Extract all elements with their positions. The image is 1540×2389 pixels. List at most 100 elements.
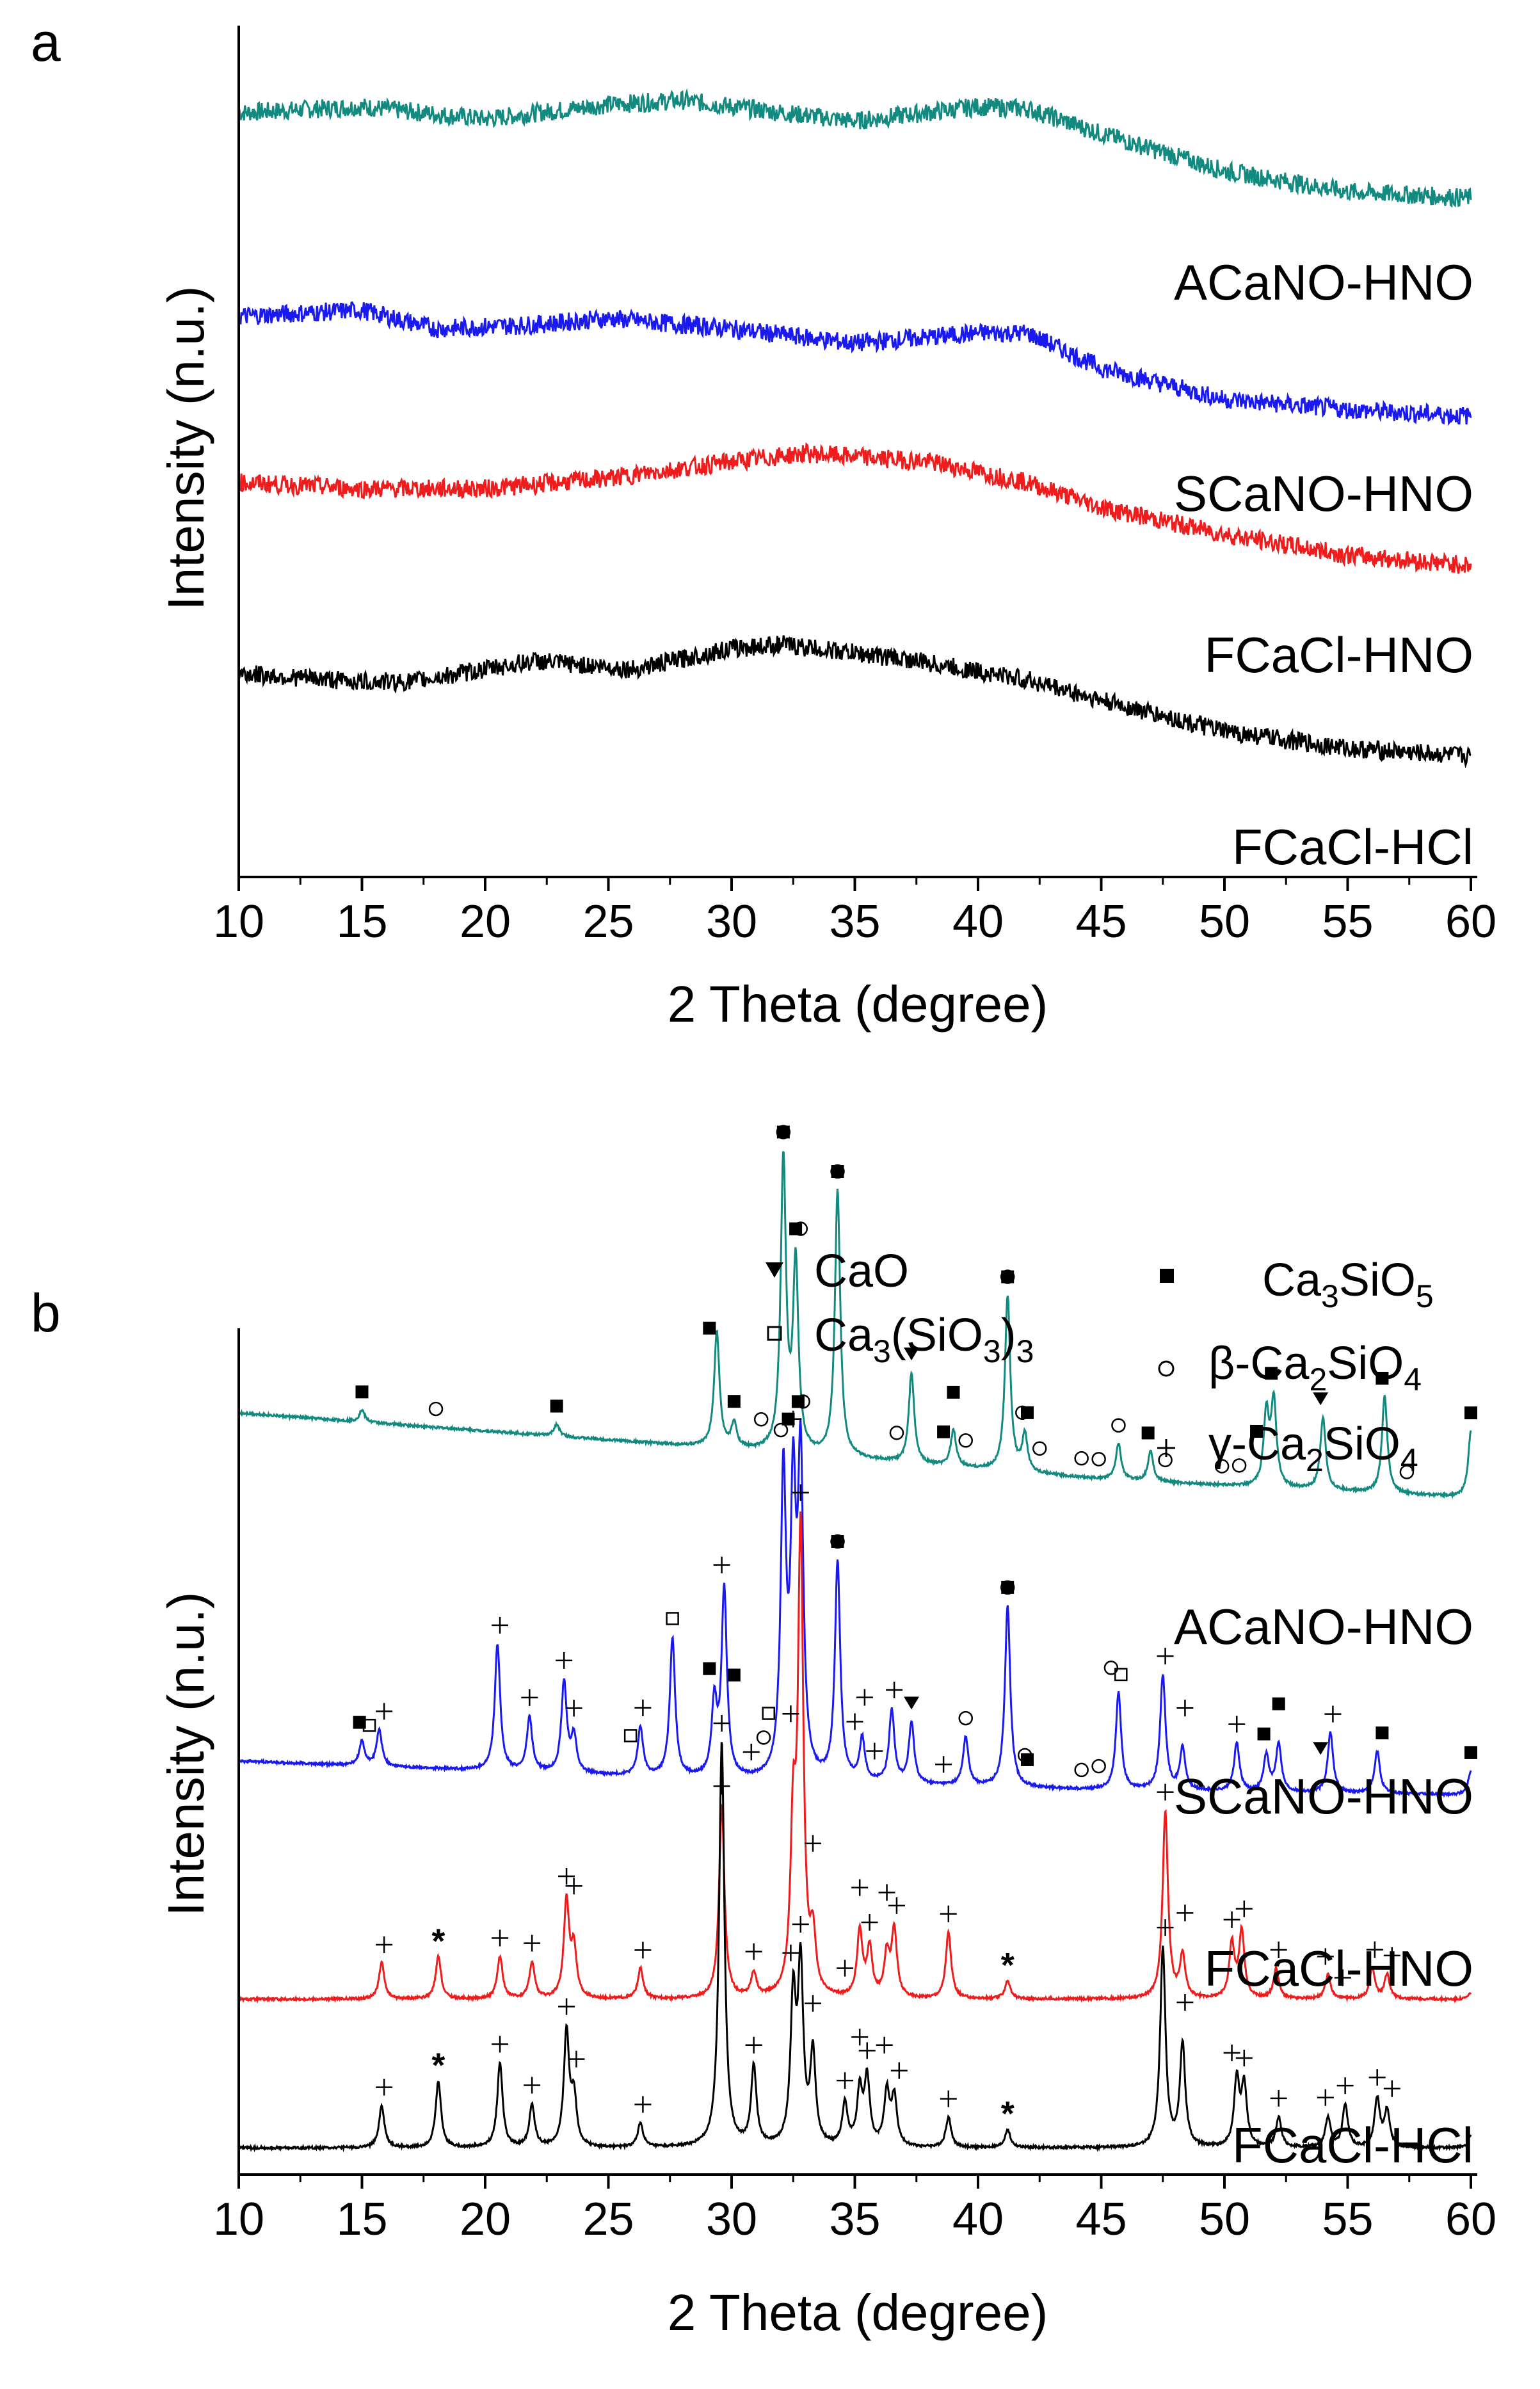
plus-marker xyxy=(568,2050,585,2068)
legend-item-gamma-ca2sio4: γ-Ca2SiO4 xyxy=(1157,1419,1418,1478)
filled-square-marker xyxy=(791,1395,805,1408)
filled-square-marker xyxy=(776,1125,790,1139)
legend-item-cao: CaO xyxy=(766,1246,909,1297)
curve-label-scano-hno-b: SCaNO-HNO xyxy=(1174,1768,1473,1824)
plus-marker xyxy=(888,1897,905,1914)
plus-marker xyxy=(886,1682,903,1699)
x-tick-label: 35 xyxy=(829,896,880,947)
open-circle-marker xyxy=(1231,1458,1247,1473)
filled-square-marker xyxy=(1265,1367,1278,1380)
plus-marker xyxy=(805,1835,822,1852)
curve-label-fcacl-hcl-b: FCaCl-HCl xyxy=(1232,2117,1473,2173)
filled-square-marker xyxy=(1464,1746,1477,1759)
panel-a-curve-labels: ACaNO-HNO SCaNO-HNO FCaCl-HNO FCaCl-HCl xyxy=(1174,254,1473,875)
filled-square-marker xyxy=(1001,1581,1015,1594)
plus-marker xyxy=(782,1944,799,1961)
plus-marker xyxy=(858,2042,876,2059)
plus-marker xyxy=(558,1998,575,2015)
filled-square-marker xyxy=(1001,1270,1015,1283)
panel-a-curves xyxy=(237,88,1472,769)
plus-marker xyxy=(940,2090,957,2107)
x-tick-label: 45 xyxy=(1075,896,1127,947)
open-circle-marker xyxy=(1111,1418,1126,1433)
x-tick-label: 20 xyxy=(460,2194,511,2245)
curve-label-acano-hno-b: ACaNO-HNO xyxy=(1174,1598,1473,1655)
plus-marker xyxy=(713,1556,730,1573)
plus-marker xyxy=(1228,1716,1246,1733)
plus-marker xyxy=(742,1743,760,1760)
plus-marker xyxy=(1176,1993,1194,2011)
filled-square-marker xyxy=(1250,1425,1263,1438)
plus-marker xyxy=(1334,1969,1351,1986)
legend-label: β-Ca2SiO4 xyxy=(1208,1338,1422,1397)
series-acano-hno-curve xyxy=(237,1151,1472,1500)
x-tick-label: 40 xyxy=(952,896,1004,947)
open-circle-marker xyxy=(756,1730,771,1745)
filled-square-marker xyxy=(1257,1727,1271,1741)
curve-label-acano-hno-a: ACaNO-HNO xyxy=(1174,254,1473,310)
open-circle-marker xyxy=(1074,1451,1089,1466)
open-circle-marker xyxy=(1214,1459,1230,1474)
plus-marker xyxy=(1223,2044,1240,2061)
plus-icon xyxy=(1157,1439,1175,1457)
plus-marker xyxy=(1270,2089,1287,2107)
x-tick-label: 60 xyxy=(1445,896,1496,947)
x-tick-label: 35 xyxy=(829,2194,880,2245)
series-fcacl-hcl-curve xyxy=(237,635,1472,769)
open-circle-icon xyxy=(1158,1360,1175,1377)
plus-marker xyxy=(940,1905,957,1922)
plus-marker xyxy=(565,1878,582,1895)
asterisk-marker: * xyxy=(431,2047,445,2085)
legend-item-ca3sio5: Ca3SiO5 xyxy=(1160,1255,1434,1314)
x-tick-label: 60 xyxy=(1445,2194,1496,2245)
plus-marker xyxy=(634,2096,652,2113)
filled-square-marker xyxy=(1021,1406,1034,1419)
plus-marker xyxy=(782,1705,799,1723)
plus-marker xyxy=(634,1942,652,1959)
plus-marker xyxy=(1366,1941,1383,1958)
plus-marker xyxy=(565,1700,582,1717)
plus-marker xyxy=(524,1935,541,1952)
plus-marker xyxy=(1336,2077,1354,2095)
filled-square-marker xyxy=(1376,1726,1389,1740)
legend-label: CaO xyxy=(814,1246,909,1297)
x-tick-label: 45 xyxy=(1075,2194,1127,2245)
plus-marker xyxy=(1157,1648,1174,1665)
plus-marker xyxy=(1270,1941,1287,1958)
open-circle-marker xyxy=(1091,1452,1106,1467)
plus-marker xyxy=(1235,1900,1253,1917)
filled-square-marker xyxy=(727,1395,741,1408)
panel-b-curve-labels: ACaNO-HNO SCaNO-HNO FCaCl-HNO FCaCl-HCl xyxy=(1174,1598,1473,2173)
plus-marker xyxy=(556,1652,573,1669)
plus-marker xyxy=(1317,1948,1334,1965)
open-square-marker xyxy=(362,1719,376,1732)
panel-a-label: a xyxy=(31,12,61,72)
filled-square-marker xyxy=(355,1385,369,1399)
open-square-marker xyxy=(1114,1668,1128,1682)
legend-label: Ca3(SiO3)3 xyxy=(814,1310,1034,1369)
legend-label: γ-Ca2SiO4 xyxy=(1208,1419,1418,1478)
plus-marker xyxy=(846,1713,863,1730)
plus-marker xyxy=(785,1410,802,1428)
plus-marker xyxy=(1383,1947,1400,1964)
open-circle-marker xyxy=(773,1422,789,1438)
filled-square-marker xyxy=(703,1321,716,1335)
x-tick-label: 30 xyxy=(706,896,757,947)
plus-marker xyxy=(856,1689,873,1706)
open-circle-marker xyxy=(1074,1762,1089,1778)
plus-marker xyxy=(1157,1783,1174,1801)
filled-down-triangle-marker xyxy=(1313,1392,1329,1406)
curve-label-fcacl-hcl-a: FCaCl-HCl xyxy=(1232,819,1473,875)
filled-down-triangle-marker xyxy=(1313,1742,1329,1755)
panel-b-phase-markers: * * * * xyxy=(353,1125,1477,2133)
plus-marker xyxy=(492,2036,509,2053)
plus-marker xyxy=(792,1484,809,1501)
x-tick-label: 20 xyxy=(460,896,511,947)
filled-square-marker xyxy=(831,1165,844,1178)
panel-a: a 10 15 20 25 30 35 40 45 50 55 60 ACaNO-HNO SCaNO… xyxy=(31,12,1496,1033)
open-circle-marker xyxy=(753,1412,769,1427)
plus-marker xyxy=(524,2077,541,2094)
plus-marker xyxy=(1317,2089,1334,2106)
plus-marker xyxy=(1157,1919,1174,1936)
